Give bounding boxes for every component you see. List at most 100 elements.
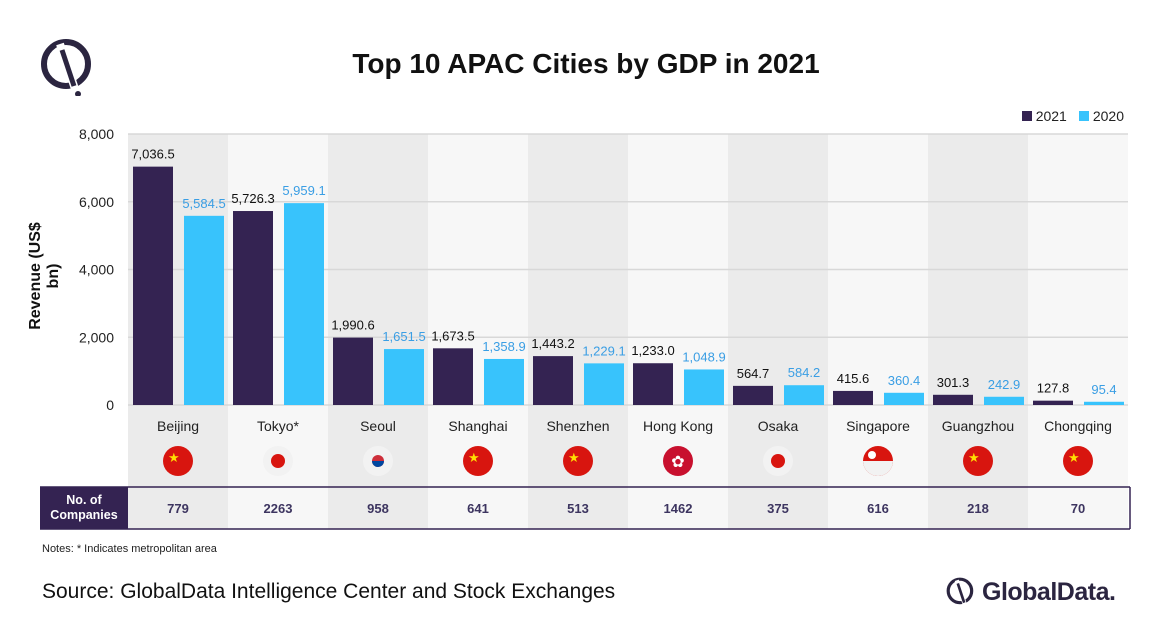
flag-white-half-icon [863, 461, 893, 476]
flag-star-icon: ★ [1068, 450, 1080, 465]
bar-2020 [684, 369, 724, 405]
category-label: Osaka [758, 418, 799, 434]
flag-china-icon [463, 446, 493, 476]
bar-2021 [133, 166, 173, 405]
flag-hong-kong-icon [663, 446, 693, 476]
data-label: 5,584.5 [182, 196, 225, 211]
legend: 2021 2020 [1021, 108, 1124, 124]
data-label: 415.6 [837, 371, 870, 386]
data-label: 5,726.3 [231, 191, 274, 206]
data-label: 564.7 [737, 366, 770, 381]
data-label: 1,358.9 [482, 339, 525, 354]
globaldata-logo-icon [41, 39, 91, 96]
y-tick-label: 8,000 [79, 126, 114, 142]
y-tick-label: 4,000 [79, 262, 114, 278]
flag-bauhinia-icon: ✿ [671, 454, 684, 471]
data-label: 5,959.1 [282, 183, 325, 198]
table-cell: 958 [367, 501, 389, 516]
legend-item-2021: 2021 [1021, 108, 1067, 124]
bar-2020 [184, 215, 224, 405]
flag-china-icon [563, 446, 593, 476]
data-label: 301.3 [937, 375, 970, 390]
y-tick-label: 2,000 [79, 329, 114, 345]
bar-chart: 0 2,000 4,000 6,000 8,000 7,036.5 5,584.5 Beiji… [40, 126, 1131, 530]
category-label: Shenzhen [546, 418, 609, 434]
flag-china-icon [163, 446, 193, 476]
table-header-line: No. of [66, 493, 102, 507]
bar-2020 [484, 358, 524, 405]
data-label: 1,048.9 [682, 349, 725, 364]
table-cell: 218 [967, 501, 989, 516]
flag-china-icon [1063, 446, 1093, 476]
legend-swatch-2021 [1021, 111, 1032, 121]
bar-2020 [284, 203, 324, 405]
y-axis-label: Revenue (US$ bn) [27, 222, 62, 330]
category-label: Seoul [360, 418, 396, 434]
y-tick-label: 0 [106, 397, 114, 413]
category-label: Shanghai [448, 418, 507, 434]
data-label: 7,036.5 [131, 147, 174, 162]
data-label: 127.8 [1037, 381, 1070, 396]
table-cell: 375 [767, 501, 789, 516]
category-label: Guangzhou [942, 418, 1014, 434]
flag-star-icon: ★ [568, 450, 580, 465]
globaldata-logo-icon [946, 577, 974, 607]
source: Source: GlobalData Intelligence Center a… [42, 580, 616, 603]
category-label: Chongqing [1044, 418, 1112, 434]
chart-title: Top 10 APAC Cities by GDP in 2021 [352, 48, 820, 79]
bar-2021 [433, 348, 473, 405]
bar-2021 [933, 394, 973, 405]
bar-2021 [1033, 400, 1073, 405]
table-cell: 70 [1071, 501, 1085, 516]
brand-text: GlobalData. [982, 577, 1116, 606]
notes: Notes: * Indicates metropolitan area [42, 543, 217, 555]
table-cell: 641 [467, 501, 489, 516]
data-label: 1,651.5 [382, 329, 425, 344]
category-label: Tokyo* [257, 418, 300, 434]
data-label: 95.4 [1091, 382, 1116, 397]
data-label: 242.9 [988, 377, 1021, 392]
bar-2020 [784, 385, 824, 405]
flag-disc-icon [271, 454, 285, 468]
table-cell: 616 [867, 501, 889, 516]
table-header-line: Companies [50, 508, 118, 522]
bar-2021 [533, 356, 573, 405]
flag-disc-icon [771, 454, 785, 468]
bar-2020 [384, 349, 424, 405]
flag-china-icon [963, 446, 993, 476]
legend-item-2020: 2020 [1078, 108, 1124, 124]
flag-star-icon: ★ [168, 450, 180, 465]
legend-label: 2021 [1035, 108, 1067, 124]
category-label: Hong Kong [643, 418, 713, 434]
flag-star-icon: ★ [968, 450, 980, 465]
table-cell: 779 [167, 501, 189, 516]
data-label: 1,233.0 [631, 343, 674, 358]
legend-swatch-2020 [1078, 111, 1089, 121]
data-label: 1,229.1 [582, 343, 625, 358]
table-header: No. of Companies [40, 487, 128, 529]
bar-2020 [1084, 401, 1124, 405]
data-label: 1,443.2 [531, 336, 574, 351]
brand-logo: GlobalData. [946, 576, 1116, 608]
flag-taegeuk-icon [372, 461, 384, 467]
y-tick-label: 6,000 [79, 194, 114, 210]
bar-2021 [733, 385, 773, 405]
data-label: 360.4 [888, 373, 921, 388]
table-cell: 1462 [664, 501, 693, 516]
legend-label: 2020 [1092, 108, 1124, 124]
bar-2020 [884, 392, 924, 405]
data-label: 1,673.5 [431, 328, 474, 343]
table-cell: 2263 [264, 501, 293, 516]
bar-2021 [333, 337, 373, 405]
bar-2020 [584, 363, 624, 405]
data-label: 1,990.6 [331, 318, 374, 333]
bar-2021 [633, 363, 673, 405]
bar-2021 [233, 211, 273, 405]
category-label: Singapore [846, 418, 910, 434]
bar-2020 [984, 396, 1024, 405]
category-label: Beijing [157, 418, 199, 434]
flag-star-icon: ★ [468, 450, 480, 465]
bar-2021 [833, 390, 873, 405]
table-cell: 513 [567, 501, 589, 516]
data-label: 584.2 [788, 365, 821, 380]
